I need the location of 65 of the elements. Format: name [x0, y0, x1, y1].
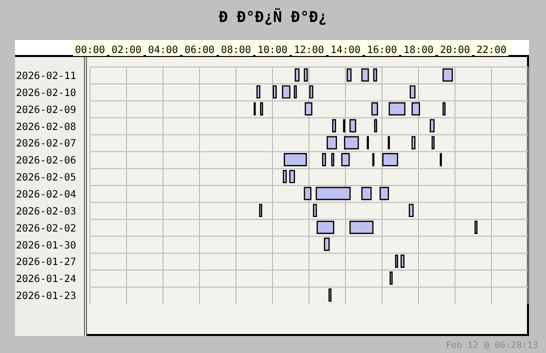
bar	[442, 68, 453, 82]
bar	[382, 153, 398, 166]
bar	[371, 102, 378, 116]
bar	[324, 238, 330, 251]
x-tick-label: 08:00	[220, 45, 252, 56]
x-tick-label: 06:00	[184, 45, 215, 56]
bar	[341, 153, 350, 166]
bar	[304, 102, 312, 116]
y-tick-label: 2026-01-30	[16, 240, 76, 252]
bar	[349, 119, 356, 132]
bar	[312, 204, 317, 218]
bar	[346, 68, 352, 82]
bar	[349, 220, 374, 234]
x-tick-label: 10:00	[257, 45, 288, 56]
bar	[304, 186, 312, 200]
bar	[316, 186, 351, 200]
y-tick-label: 2026-02-04	[16, 190, 76, 201]
chart-title: Ð Ð°Ð¿Ñ Ð°Ð¿	[218, 8, 328, 26]
y-tick-label: 2026-02-06	[16, 156, 76, 167]
x-tick-label: 00:00	[74, 45, 106, 56]
y-tick-label: 2026-02-07	[16, 138, 76, 150]
bar	[361, 186, 372, 200]
bar	[289, 170, 295, 184]
bar	[294, 68, 300, 82]
bar	[408, 204, 414, 218]
x-tick-label: 02:00	[111, 45, 142, 56]
x-tick-label: 12:00	[294, 45, 324, 56]
y-tick-label: 2026-02-10	[16, 88, 76, 99]
bar	[282, 170, 287, 184]
y-tick-label: 2026-02-03	[16, 206, 76, 218]
bar	[430, 119, 435, 132]
bar	[272, 85, 277, 99]
bar	[284, 153, 307, 166]
bar	[332, 119, 336, 132]
bar	[282, 85, 290, 99]
bar	[400, 254, 404, 268]
bar	[412, 102, 420, 116]
bar	[309, 85, 314, 99]
bar	[316, 220, 334, 234]
x-tick-label: 18:00	[403, 45, 434, 56]
y-tick-label: 2026-01-24	[16, 274, 76, 286]
x-tick-label: 20:00	[440, 45, 470, 56]
y-tick-label: 2026-02-09	[16, 104, 76, 116]
y-tick-label: 2026-02-05	[16, 172, 76, 184]
y-tick-label: 2026-01-23	[16, 291, 76, 302]
bar	[388, 102, 406, 116]
x-tick-label: 16:00	[366, 45, 398, 56]
x-tick-label: 04:00	[148, 45, 178, 56]
x-tick-label: 14:00	[330, 45, 361, 56]
x-tick-label: 22:00	[476, 45, 507, 56]
bar	[410, 85, 416, 99]
text: Feb 12 @ 06:28:13	[446, 341, 538, 351]
bar	[326, 136, 337, 150]
y-tick-label: 2026-02-11	[16, 71, 76, 82]
y-tick-label: 2026-01-27	[16, 257, 76, 268]
bar	[256, 85, 260, 99]
y-tick-label: 2026-02-08	[16, 122, 76, 133]
bar	[304, 68, 308, 82]
bar	[322, 153, 326, 166]
bar	[361, 68, 369, 82]
y-tick-label: 2026-02-02	[16, 223, 76, 234]
bar	[373, 68, 378, 82]
bar	[412, 136, 416, 150]
bar	[344, 136, 359, 150]
bar	[380, 186, 389, 200]
